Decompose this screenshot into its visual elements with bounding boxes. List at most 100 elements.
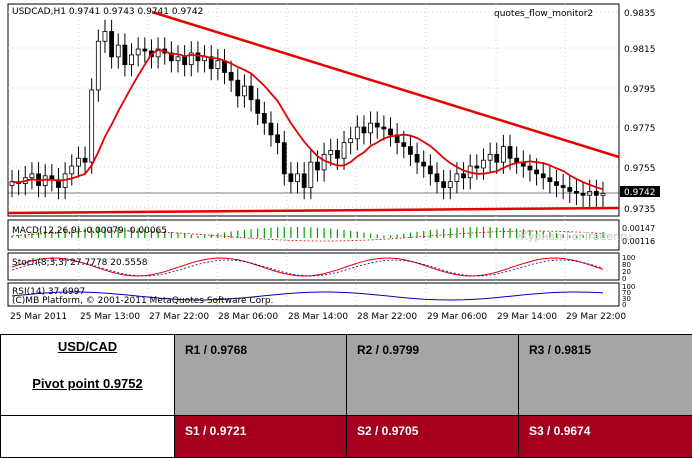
stoch-axis-0: 0 <box>622 275 626 283</box>
ma-line <box>11 49 604 191</box>
time-label-4: 28 Mar 14:00 <box>288 312 348 322</box>
candle-body-33 <box>228 72 234 81</box>
main-pane <box>7 3 620 217</box>
candle-body-55 <box>374 122 380 128</box>
candle-body-85 <box>574 190 579 194</box>
rsi-pane <box>7 282 620 307</box>
stoch-label: Stoch(8,3,3) 27.7778 20.5558 <box>12 258 148 268</box>
candle-body-53 <box>361 126 367 134</box>
empty-cell <box>0 414 175 458</box>
candle-body-75 <box>507 146 513 159</box>
price-chart: USDCAD,H1 0.9741 0.9743 0.9741 0.9742 qu… <box>7 3 660 322</box>
candle-body-42 <box>288 173 294 183</box>
s3-cell: S3 / 0.9674 <box>518 414 692 458</box>
stoch-main <box>11 257 604 277</box>
copyright: (C)MB Platform, © 2001-2011 MetaQuotes S… <box>12 296 273 306</box>
candle-body-38 <box>261 113 267 124</box>
stoch-axis-80: 80 <box>622 261 631 269</box>
macd-axis-bottom: 0.00116 <box>622 237 655 246</box>
candle-body-13 <box>95 40 101 91</box>
rsi-label: RSI(14) 37.6997 <box>12 287 85 297</box>
candle-body-45 <box>308 161 314 188</box>
macd-label: MACD(12,26,9) -0.00079 -0.00065 <box>12 226 167 236</box>
candle-body-60 <box>408 146 413 155</box>
candle-body-39 <box>268 122 274 136</box>
pair-label: USD/CAD <box>57 339 118 354</box>
candle-body-30 <box>208 56 214 69</box>
chart-canvas: USDCAD,H1 0.9741 0.9743 0.9741 0.9742 qu… <box>7 3 660 322</box>
candle-body-10 <box>76 157 81 167</box>
candle-body-82 <box>554 181 559 186</box>
candle-body-87 <box>587 190 593 196</box>
watermark: Журнал ForTrader.ru <box>516 230 632 243</box>
s1-cell: S1 / 0.9721 <box>174 414 347 458</box>
candle-body-41 <box>281 142 287 175</box>
price-label-2: 0.9795 <box>624 85 656 95</box>
time-label-3: 28 Mar 06:00 <box>218 312 278 322</box>
candle-body-47 <box>321 153 327 171</box>
r1-cell: R1 / 0.9768 <box>174 334 347 416</box>
candle-body-27 <box>188 52 194 66</box>
time-label-6: 29 Mar 06:00 <box>427 312 487 322</box>
rsi-axis-70: 70 <box>622 289 631 297</box>
candle-body-83 <box>560 185 566 188</box>
candle-body-65 <box>441 181 447 188</box>
candle-body-51 <box>348 138 354 144</box>
current-price-box <box>620 186 660 197</box>
candle-body-76 <box>514 157 520 163</box>
candle-body-49 <box>334 150 340 159</box>
candle-body-37 <box>255 99 261 114</box>
candle-body-80 <box>540 173 546 179</box>
candle-body-63 <box>427 165 433 175</box>
chart-header: USDCAD,H1 0.9741 0.9743 0.9741 0.9742 <box>12 7 203 17</box>
stoch-axis-20: 20 <box>622 268 631 276</box>
candle-body-68 <box>461 173 466 179</box>
candle-body-26 <box>182 56 188 66</box>
time-label-5: 28 Mar 22:00 <box>357 312 417 322</box>
candle-body-43 <box>295 173 300 183</box>
price-label-1: 0.9815 <box>624 45 656 55</box>
candle-body-86 <box>580 192 586 196</box>
time-label-8: 29 Mar 22:00 <box>566 312 626 322</box>
stoch-axis-100: 100 <box>622 254 635 262</box>
support-line <box>7 206 620 215</box>
current-price-label: 0.9742 <box>624 188 656 198</box>
candle-body-36 <box>248 85 254 101</box>
candle-body-61 <box>414 153 420 163</box>
candle-body-11 <box>82 157 88 163</box>
candle-body-46 <box>315 161 320 171</box>
candle-body-25 <box>175 56 181 62</box>
s1-label: S1 / 0.9721 <box>185 423 247 438</box>
candle-body-78 <box>527 165 533 171</box>
pivot-table: USD/CAD Pivot point 0.9752 R1 / 0.9768 R… <box>0 334 692 458</box>
candle-body-81 <box>547 177 553 183</box>
candle-body-7 <box>56 179 61 188</box>
price-label-4: 0.9755 <box>624 164 656 174</box>
candle-body-79 <box>534 169 539 175</box>
candle-body-12 <box>89 89 95 163</box>
candle-body-59 <box>401 142 407 147</box>
r2-label: R2 / 0.9799 <box>357 343 420 357</box>
candle-body-66 <box>447 181 453 188</box>
candle-body-72 <box>487 153 493 161</box>
candle-body-50 <box>341 142 347 159</box>
macd-signal <box>11 230 604 242</box>
r3-cell: R3 / 0.9815 <box>518 334 692 416</box>
candle-body-54 <box>368 122 373 134</box>
candle-body-16 <box>115 44 121 58</box>
candle-body-17 <box>122 44 128 66</box>
candle-body-57 <box>388 128 393 136</box>
indicator-label: quotes_flow_monitor2 <box>494 9 593 19</box>
rsi-line <box>11 291 604 301</box>
candle-body-71 <box>481 159 486 169</box>
r1-label: R1 / 0.9768 <box>185 343 248 357</box>
pair-cell: USD/CAD Pivot point 0.9752 <box>0 334 175 416</box>
candle-body-62 <box>421 161 427 167</box>
candle-body-44 <box>301 173 307 188</box>
rsi-axis-0: 0 <box>622 301 626 309</box>
candle-body-19 <box>135 48 141 56</box>
candle-body-64 <box>434 173 440 183</box>
price-label-3: 0.9775 <box>624 124 656 134</box>
candle-body-73 <box>494 153 500 163</box>
candle-body-22 <box>155 48 161 58</box>
